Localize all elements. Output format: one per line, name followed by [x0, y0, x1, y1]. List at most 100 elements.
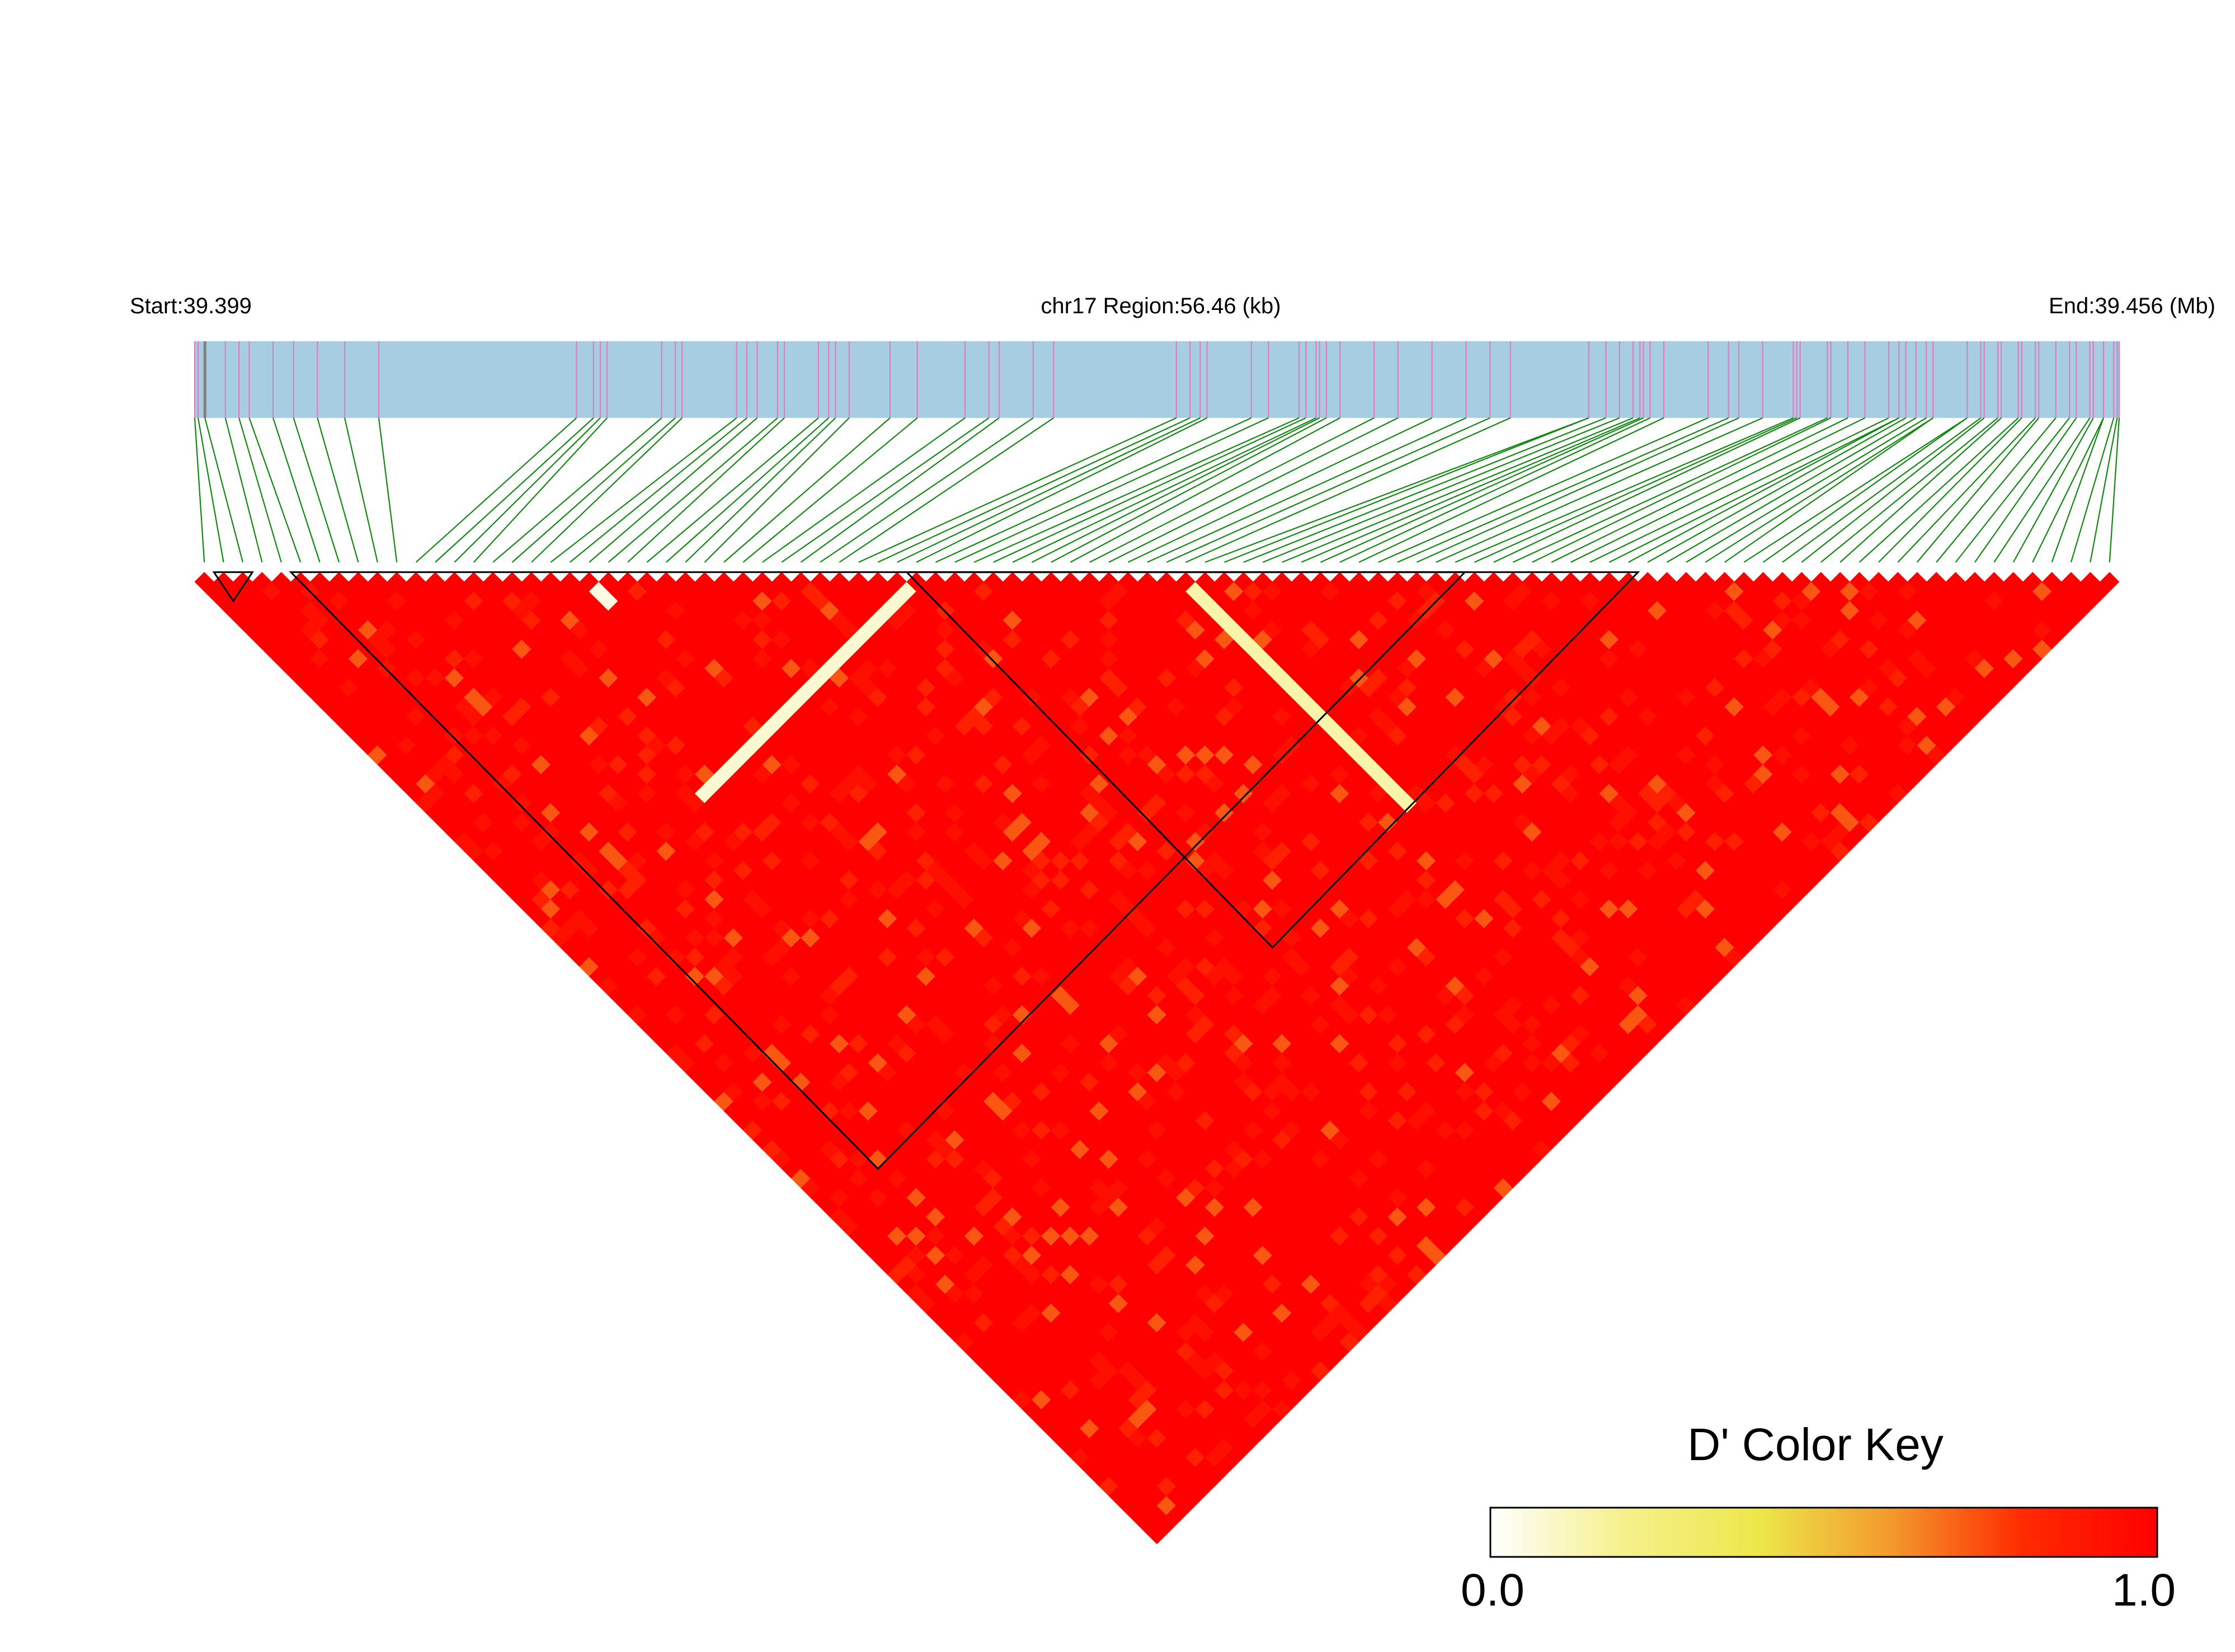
snp-connector: [1955, 417, 2070, 563]
snp-connector: [897, 417, 1201, 563]
snp-connector: [415, 417, 577, 563]
snp-connector: [1127, 417, 1433, 563]
snp-connector: [1224, 417, 1589, 563]
end-label: End:39.456 (Mb): [2049, 294, 2215, 318]
snp-connector: [973, 417, 1300, 563]
snp-connector: [2090, 417, 2118, 563]
snp-connector: [194, 417, 205, 563]
snp-connector: [820, 417, 1034, 563]
snp-connector: [531, 417, 683, 563]
snp-connector: [1839, 417, 2002, 563]
snp-connector: [1993, 417, 2091, 563]
snp-connector: [800, 417, 1000, 563]
snp-connector: [762, 417, 966, 563]
snp-connector: [1647, 417, 1907, 563]
snp-tick-marks: [194, 341, 2120, 418]
snp-connector: [1474, 417, 1798, 563]
snp-connector: [293, 417, 340, 563]
snp-connector: [1782, 417, 1982, 563]
snp-connector: [685, 417, 836, 563]
snp-connector: [454, 417, 601, 563]
snp-connector: [2012, 417, 2094, 563]
snp-connector: [1532, 417, 1832, 563]
snp-connector: [2051, 417, 2105, 563]
snp-connector: [916, 417, 1208, 563]
snp-connector: [1012, 417, 1317, 563]
snp-connector: [197, 417, 224, 563]
snp-connector: [1108, 417, 1399, 563]
snp-connector: [248, 417, 302, 563]
snp-connector: [1570, 417, 1865, 563]
snp-connector: [1204, 417, 1589, 563]
snp-connector: [646, 417, 819, 563]
snp-connector: [378, 417, 398, 563]
snp-connector-lines: [194, 417, 2120, 563]
snp-connector: [272, 417, 321, 563]
snp-connector: [608, 417, 778, 563]
region-label: chr17 Region:56.46 (kb): [1041, 294, 1281, 318]
snp-connector: [2109, 417, 2120, 563]
snp-connector: [224, 417, 263, 563]
snp-connector: [2032, 417, 2104, 563]
snp-connector: [1974, 417, 2077, 563]
snp-connector: [1166, 417, 1490, 563]
snp-connector: [666, 417, 829, 563]
snp-connector: [435, 417, 594, 563]
snp-connector: [1724, 417, 1933, 563]
snp-connector: [1262, 417, 1620, 563]
snp-connector: [1686, 417, 1927, 563]
ld-cells: [194, 572, 2120, 1545]
snp-connector: [877, 417, 1191, 563]
snp-connector: [1897, 417, 2036, 563]
snp-connector: [1436, 417, 1763, 563]
snp-connector: [1743, 417, 1968, 563]
snp-connector: [993, 417, 1306, 563]
snp-connector: [704, 417, 850, 563]
snp-connector: [1031, 417, 1320, 563]
snp-connector: [550, 417, 737, 563]
snp-connector: [1916, 417, 2040, 563]
snp-connector: [1512, 417, 1828, 563]
snp-connector: [1608, 417, 1899, 563]
snp-connector: [1243, 417, 1606, 563]
snp-connector: [1070, 417, 1340, 563]
snp-connector: [1397, 417, 1729, 563]
snp-connector: [1820, 417, 1998, 563]
snp-connector: [1416, 417, 1739, 563]
snp-connector: [1282, 417, 1634, 563]
snp-connector: [723, 417, 891, 563]
snp-connector: [344, 417, 378, 563]
snp-connector: [1589, 417, 1889, 563]
start-label: Start:39.399: [130, 294, 252, 318]
snp-connector: [1147, 417, 1467, 563]
snp-connector: [858, 417, 1177, 563]
snp-connector: [589, 417, 758, 563]
snp-connector: [204, 417, 244, 563]
snp-connector: [1455, 417, 1794, 563]
snp-connector: [1936, 417, 2057, 563]
snp-connector: [1089, 417, 1375, 563]
snp-connector: [1358, 417, 1664, 563]
snp-connector: [2070, 417, 2115, 563]
snp-connector: [935, 417, 1252, 563]
snp-connector: [1051, 417, 1327, 563]
snp-connector: [1878, 417, 2022, 563]
snp-connector: [1320, 417, 1644, 563]
snp-connector: [511, 417, 676, 563]
snp-connector: [492, 417, 662, 563]
snp-connector: [742, 417, 918, 563]
snp-connector: [1378, 417, 1709, 563]
snp-connector: [1339, 417, 1651, 563]
snp-connector: [627, 417, 785, 563]
snp-connector: [1493, 417, 1801, 563]
snp-connector: [1301, 417, 1640, 563]
snp-connector: [1185, 417, 1511, 563]
snp-connector: [1551, 417, 1848, 563]
snp-connector: [839, 417, 1055, 563]
snp-connector: [473, 417, 608, 563]
snp-connector: [781, 417, 990, 563]
snp-connector: [570, 417, 747, 563]
snp-connector: [1667, 417, 1917, 563]
